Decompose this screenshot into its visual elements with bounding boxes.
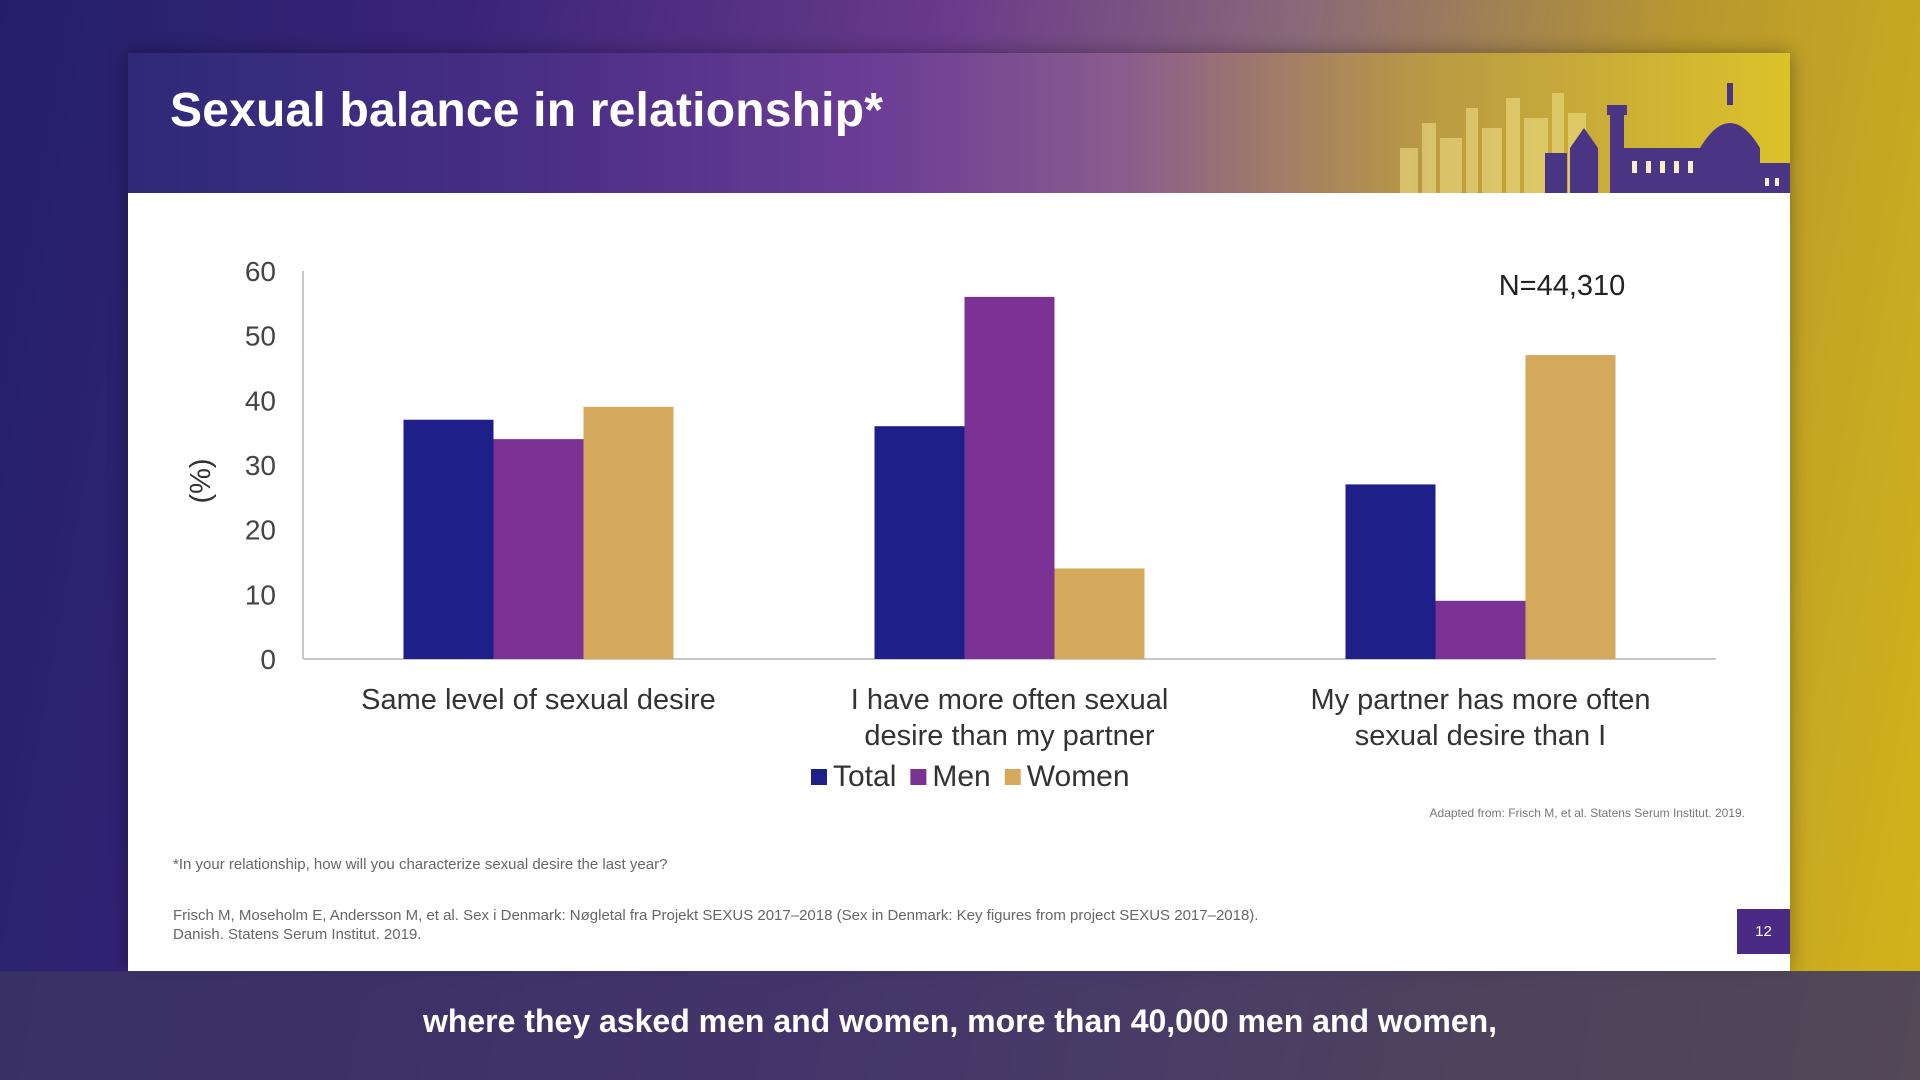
- reference-line: Danish. Statens Serum Institut. 2019.: [173, 926, 422, 943]
- bar-men-0: [493, 439, 584, 659]
- y-tick-label: 50: [245, 321, 276, 352]
- sample-size-annotation: N=44,310: [1499, 270, 1626, 302]
- category-label-line: desire than my partner: [864, 720, 1154, 752]
- category-label-line: My partner has more often: [1310, 684, 1650, 716]
- category-label-line: I have more often sexual: [851, 684, 1169, 716]
- legend-label-men: Men: [932, 760, 990, 793]
- legend-swatch-women: [1004, 769, 1021, 785]
- category-label-line: sexual desire than I: [1355, 720, 1606, 752]
- city-skyline-icon: [1400, 83, 1790, 193]
- legend-label-total: Total: [833, 760, 896, 793]
- footnote: *In your relationship, how will you char…: [173, 856, 668, 873]
- y-axis-title: (%): [185, 458, 217, 503]
- category-label: My partner has more often sexual desire t…: [1310, 684, 1650, 752]
- y-tick-label: 60: [245, 256, 276, 287]
- y-axis-tick-labels: 0 10 20 30 40 50 60: [245, 256, 276, 675]
- y-tick-label: 20: [245, 515, 276, 546]
- bar-total-0: [403, 419, 494, 659]
- bar-women-2: [1525, 355, 1616, 659]
- bar-women-1: [1054, 568, 1145, 659]
- bar-men-2: [1435, 600, 1526, 659]
- presentation-slide: Sexual balance in relationship*: [128, 53, 1790, 971]
- bar-chart: 0 10 20 30 40 50 60 (%) Same level of sexual d…: [185, 256, 1716, 793]
- page-number-badge: 12: [1737, 909, 1790, 954]
- bar-total-2: [1345, 484, 1436, 659]
- slide-header: Sexual balance in relationship*: [128, 53, 1790, 193]
- chart-legend: Total Men Women: [811, 760, 1130, 793]
- reference-citation: Frisch M, Moseholm E, Andersson M, et al…: [173, 906, 1493, 944]
- category-label-line: Same level of sexual desire: [361, 684, 716, 716]
- category-label: I have more often sexual desire than my p…: [851, 684, 1169, 752]
- legend-label-women: Women: [1027, 760, 1130, 793]
- category-labels: Same level of sexual desire I have more o…: [361, 684, 1650, 752]
- legend-swatch-men: [910, 769, 927, 785]
- subtitle-caption-bar: where they asked men and women, more tha…: [0, 971, 1920, 1080]
- bar-men-1: [964, 296, 1055, 659]
- category-label: Same level of sexual desire: [361, 684, 716, 716]
- y-tick-label: 10: [245, 579, 276, 610]
- bar-women-0: [583, 406, 674, 659]
- source-note: Adapted from: Frisch M, et al. Statens S…: [1429, 806, 1745, 820]
- legend-swatch-total: [811, 769, 827, 785]
- subtitle-caption-text: where they asked men and women, more tha…: [422, 1003, 1498, 1039]
- bar-total-1: [874, 426, 965, 659]
- y-tick-label: 40: [245, 385, 276, 416]
- y-tick-label: 0: [260, 644, 276, 675]
- y-tick-label: 30: [245, 450, 276, 481]
- reference-line: Frisch M, Moseholm E, Andersson M, et al…: [173, 907, 1259, 924]
- slide-title: Sexual balance in relationship*: [170, 84, 884, 137]
- bars-group: [403, 296, 1616, 659]
